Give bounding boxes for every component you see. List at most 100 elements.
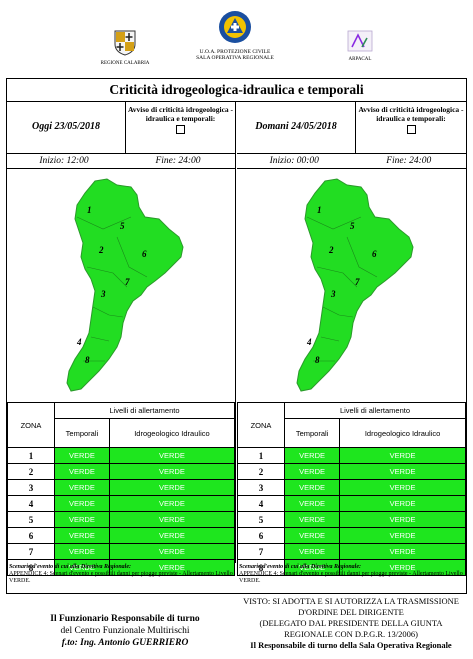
zone-number: 6: [7, 527, 55, 544]
header-logos: REGIONE CALABRIA U.O.A. PROTEZIONE CIVIL…: [0, 0, 473, 76]
table-row: 2 VERDE VERDE: [237, 463, 466, 480]
functionary-role: Il Funzionario Responsabile di turno: [50, 614, 200, 624]
alert-rows: 1 VERDE VERDE 2 VERDE VERDE 3 VERDE VERDE 4 VERDE V…: [7, 447, 236, 576]
zone-label: 2: [98, 245, 104, 255]
zone-label: 5: [120, 221, 125, 231]
zone-label: 7: [355, 277, 360, 287]
bulletin-title: Criticità idrogeologica-idraulica e temp…: [7, 79, 466, 102]
alert-rows: 1 VERDE VERDE 2 VERDE VERDE 3 VERDE VERDE 4 VERDE V…: [237, 447, 466, 576]
table-row: 2 VERDE VERDE: [7, 463, 236, 480]
livelli-header: Livelli di allertamento: [54, 402, 235, 419]
zone-label: 7: [125, 277, 130, 287]
protezione-civile-caption-1: U.O.A. PROTEZIONE CIVILE: [199, 49, 271, 55]
table-row: 4 VERDE VERDE: [237, 495, 466, 512]
scenario-note: Scenario d'evento di cui alla Direttiva …: [7, 563, 236, 586]
zone-label: 5: [350, 221, 355, 231]
livelli-header: Livelli di allertamento: [284, 402, 466, 419]
zone-number: 4: [7, 495, 55, 512]
signature-approval: VISTO: SI ADOTTA E SI AUTORIZZA LA TRASM…: [236, 596, 466, 651]
day-label: Domani 24/05/2018: [237, 101, 356, 153]
table-row: 1 VERDE VERDE: [7, 447, 236, 464]
zone-number: 6: [237, 527, 285, 544]
temporali-level: VERDE: [54, 447, 110, 464]
idro-level: VERDE: [339, 511, 466, 528]
zone-number: 1: [237, 447, 285, 464]
alert-table: ZONA Livelli di allertamento Temporali I…: [7, 402, 236, 576]
day-header: Domani 24/05/2018 Avviso di criticità id…: [237, 101, 466, 154]
table-row: 7 VERDE VERDE: [7, 543, 236, 560]
avviso-checkbox[interactable]: [406, 125, 416, 134]
arpacal-caption: ARPACAL: [348, 57, 372, 62]
table-row: 5 VERDE VERDE: [237, 511, 466, 528]
idro-level: VERDE: [339, 543, 466, 560]
zone-label: 8: [85, 355, 90, 365]
zona-header: ZONA: [7, 402, 55, 448]
approval-line-2: D'ORDINE DEL DIRIGENTE: [298, 607, 404, 617]
idro-level: VERDE: [339, 447, 466, 464]
idro-level: VERDE: [339, 527, 466, 544]
functionary-name: f.to: Ing. Antonio GUERRIERO: [61, 638, 189, 648]
functionary-office: del Centro Funzionale Multirischi: [60, 626, 190, 636]
temporali-level: VERDE: [54, 495, 110, 512]
idro-level: VERDE: [108, 447, 236, 464]
idro-header: Idrogeologico Idraulico: [339, 418, 466, 448]
temporali-level: VERDE: [54, 463, 110, 480]
table-row: 3 VERDE VERDE: [237, 479, 466, 496]
temporali-level: VERDE: [54, 511, 110, 528]
zone-number: 2: [7, 463, 55, 480]
arpacal-logo: ARPACAL: [330, 30, 390, 63]
inizio-time: Inizio: 12:00: [39, 156, 89, 166]
zone-boundaries: [76, 216, 148, 362]
zone-label: 6: [142, 249, 147, 259]
protezione-civile-caption-2: SALA OPERATIVA REGIONALE: [196, 55, 274, 61]
zone-number: 2: [237, 463, 285, 480]
temporali-header: Temporali: [283, 418, 341, 448]
idro-level: VERDE: [339, 463, 466, 480]
zone-number: 7: [7, 543, 55, 560]
zone-label: 6: [372, 249, 377, 259]
day-column-tomorrow: Domani 24/05/2018 Avviso di criticità id…: [237, 101, 466, 576]
zone-label: 3: [100, 289, 106, 299]
zone-number: 3: [7, 479, 55, 496]
table-row: 3 VERDE VERDE: [7, 479, 236, 496]
calabria-region-map: 1 5 2 6 7 3 4 8: [66, 178, 184, 392]
idro-header: Idrogeologico Idraulico: [108, 418, 236, 448]
protezione-civile-emblem-icon: [219, 11, 251, 43]
table-row: 8 VERDE VERDE: [237, 559, 466, 576]
zone-label: 8: [315, 355, 320, 365]
zone-label: 3: [330, 289, 336, 299]
bulletin-frame: Criticità idrogeologica-idraulica e temp…: [6, 78, 467, 594]
idro-level: VERDE: [108, 495, 236, 512]
idro-level: VERDE: [339, 495, 466, 512]
calabria-map: 1 5 2 6 7 3 4 8: [237, 169, 466, 402]
idro-level: VERDE: [108, 511, 236, 528]
approval-line-5: Il Responsabile di turno della Sala Oper…: [250, 640, 452, 650]
approval-line-3: (DELEGATO DAL PRESIDENTE DELLA GIUNTA: [259, 618, 443, 628]
temporali-level: VERDE: [283, 495, 341, 512]
table-row: 7 VERDE VERDE: [237, 543, 466, 560]
avviso-checkbox[interactable]: [176, 125, 185, 134]
approval-line-1: VISTO: SI ADOTTA E SI AUTORIZZA LA TRASM…: [243, 596, 459, 606]
scenario-title: Scenario d'evento di cui alla Direttiva …: [239, 564, 361, 570]
zone-label: 4: [76, 337, 82, 347]
zone-label: 1: [317, 205, 322, 215]
table-row: 6 VERDE VERDE: [7, 527, 236, 544]
avviso-text: Avviso di criticità idrogeologica - idra…: [358, 105, 464, 123]
scenario-text: APPENDICE 4: Scenari d'evento e possibil…: [239, 571, 463, 584]
table-row: 1 VERDE VERDE: [237, 447, 466, 464]
temporali-level: VERDE: [283, 511, 341, 528]
zone-label: 2: [328, 245, 334, 255]
temporali-level: VERDE: [283, 543, 341, 560]
table-row: 6 VERDE VERDE: [237, 527, 466, 544]
table-row: 5 VERDE VERDE: [7, 511, 236, 528]
regione-calabria-logo: REGIONE CALABRIA: [95, 28, 155, 67]
fine-time: Fine: 24:00: [386, 156, 432, 166]
signature-functionary: Il Funzionario Responsabile di turno del…: [20, 613, 230, 649]
zona-header: ZONA: [237, 402, 285, 448]
time-range: Inizio: 00:00 Fine: 24:00: [237, 154, 466, 169]
temporali-level: VERDE: [283, 463, 341, 480]
idro-level: VERDE: [108, 543, 236, 560]
zone-number: 3: [237, 479, 285, 496]
temporali-level: VERDE: [283, 479, 341, 496]
calabria-region-map: 1 5 2 6 7 3 4 8: [296, 178, 414, 392]
